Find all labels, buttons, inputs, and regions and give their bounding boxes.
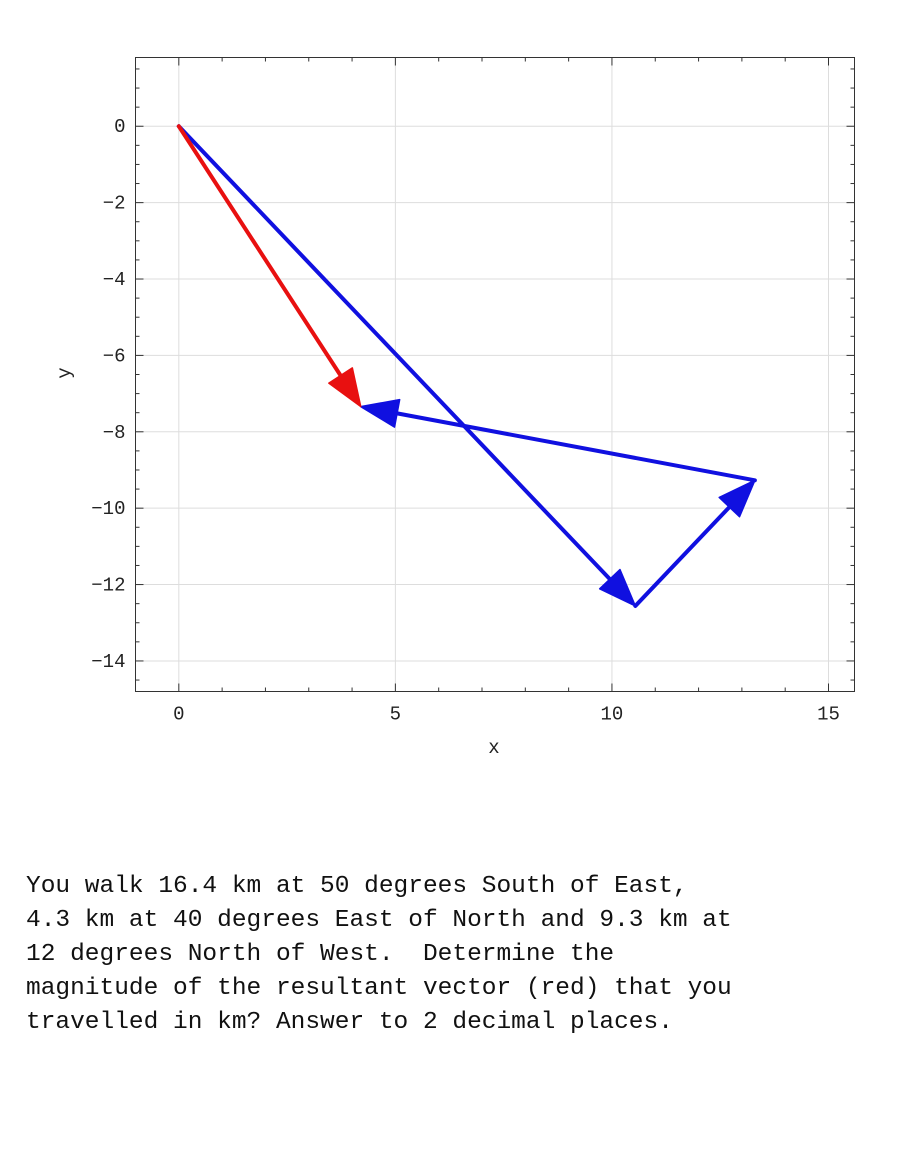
major-ticks xyxy=(135,57,855,692)
vector-1 xyxy=(176,124,637,607)
x-tick-label: 5 xyxy=(390,704,401,726)
vectors xyxy=(176,124,757,608)
y-tick-labels: 0 −2 −4 −6 −8 −10 −12 −14 xyxy=(91,116,125,673)
x-tick-label: 10 xyxy=(601,704,624,726)
y-axis-label: y xyxy=(54,367,76,378)
y-tick-label: −4 xyxy=(103,269,126,291)
vector-shaft xyxy=(176,124,615,585)
grid xyxy=(135,57,855,692)
y-tick-label: −2 xyxy=(103,193,126,215)
vector-arrowhead xyxy=(359,398,401,428)
vector-shaft xyxy=(176,124,345,381)
vector-shaft xyxy=(391,410,757,483)
vector-arrowhead xyxy=(328,367,362,408)
y-tick-label: −14 xyxy=(91,651,125,673)
y-tick-label: −10 xyxy=(91,498,125,520)
vector-3 xyxy=(359,398,757,483)
vector-plot: 0 5 10 15 0 −2 −4 −6 −8 −10 −12 −14 x y xyxy=(54,57,855,759)
vector-4 xyxy=(176,124,362,408)
vector-arrowhead xyxy=(718,479,756,518)
x-tick-labels: 0 5 10 15 xyxy=(173,704,840,726)
x-axis-label: x xyxy=(488,737,499,759)
y-tick-label: −6 xyxy=(103,345,126,367)
x-tick-label: 0 xyxy=(173,704,184,726)
vector-shaft xyxy=(633,502,735,608)
question-text: You walk 16.4 km at 50 degrees South of … xyxy=(26,873,732,1036)
y-tick-label: −8 xyxy=(103,422,126,444)
x-tick-label: 15 xyxy=(817,704,840,726)
y-tick-label: −12 xyxy=(91,575,125,597)
y-tick-label: 0 xyxy=(114,116,125,138)
vector-arrowhead xyxy=(598,568,637,607)
plot-area xyxy=(135,57,855,692)
vector-2 xyxy=(633,479,756,608)
minor-ticks xyxy=(135,57,855,692)
